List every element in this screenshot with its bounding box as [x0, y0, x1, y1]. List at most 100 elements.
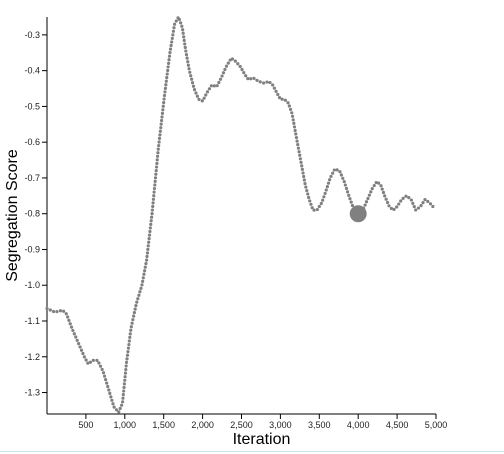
data-point [186, 63, 190, 67]
data-point [145, 254, 149, 259]
data-point [141, 276, 145, 280]
data-point [244, 74, 248, 78]
data-point [120, 403, 124, 407]
data-point [366, 196, 370, 201]
data-point [185, 56, 189, 60]
data-point [160, 115, 164, 119]
data-point [102, 374, 107, 378]
data-point [224, 64, 229, 68]
data-point [131, 318, 135, 322]
data-point [236, 62, 240, 66]
data-point [431, 204, 435, 209]
data-point [294, 135, 299, 140]
data-point [170, 40, 174, 44]
data-point [207, 87, 212, 91]
data-point [84, 358, 88, 362]
data-point [325, 184, 329, 189]
data-point [186, 60, 190, 64]
x-tick-label: 2,500 [230, 420, 253, 430]
data-point [331, 171, 335, 175]
data-point [163, 90, 167, 94]
data-point [290, 111, 294, 115]
data-point [151, 197, 156, 201]
data-point [121, 400, 125, 404]
data-point [305, 188, 309, 193]
data-point [161, 104, 165, 108]
data-point [290, 114, 295, 118]
data-point [380, 187, 384, 191]
data-point [298, 157, 302, 161]
data-point [304, 185, 308, 189]
data-point [389, 206, 393, 211]
data-point [367, 193, 371, 197]
data-point [108, 391, 112, 395]
data-point [242, 71, 246, 75]
data-point [276, 92, 280, 97]
x-tick-label: 5,000 [425, 420, 448, 430]
data-point [293, 128, 297, 133]
data-point [297, 150, 301, 154]
data-point [156, 151, 160, 155]
data-point [308, 199, 312, 203]
data-point [146, 244, 150, 248]
data-point [51, 309, 56, 314]
data-point [148, 226, 152, 230]
data-point [160, 118, 164, 123]
data-point [302, 174, 306, 179]
data-point [128, 335, 132, 339]
data-point [154, 169, 158, 173]
data-point [139, 286, 143, 290]
data-point [163, 86, 168, 90]
data-point [75, 338, 79, 342]
data-point [86, 361, 90, 365]
data-point [161, 108, 165, 112]
data-point [412, 205, 416, 209]
data-point [258, 80, 262, 84]
data-point [306, 192, 310, 196]
data-point [190, 77, 194, 81]
data-point [105, 381, 109, 385]
data-point [181, 31, 185, 35]
data-point [369, 190, 373, 194]
data-point [223, 67, 227, 72]
data-point [350, 203, 355, 208]
data-point [158, 133, 162, 137]
data-point [67, 318, 71, 322]
data-point [114, 408, 119, 412]
data-point [82, 355, 86, 359]
data-point [291, 118, 295, 122]
data-point [168, 47, 173, 51]
data-point [272, 86, 276, 90]
data-point [295, 139, 299, 143]
data-point [374, 180, 378, 185]
data-point [292, 125, 297, 129]
data-point [147, 240, 151, 244]
data-point [118, 406, 122, 411]
data-point [126, 350, 130, 354]
data-point [292, 121, 296, 125]
data-point [153, 179, 157, 183]
data-point [326, 181, 331, 185]
data-point [166, 68, 170, 73]
data-point [220, 74, 224, 78]
data-point [315, 207, 319, 212]
data-point [299, 160, 303, 164]
data-point [401, 196, 405, 200]
data-point [151, 201, 155, 205]
data-point [132, 311, 136, 315]
data-point [150, 215, 154, 219]
data-point [379, 184, 383, 188]
data-point [286, 101, 290, 105]
data-point [127, 339, 131, 343]
data-point [343, 183, 347, 187]
data-point [150, 212, 154, 216]
data-point [268, 80, 272, 85]
data-point [159, 122, 163, 126]
data-point [179, 21, 183, 25]
data-point [411, 201, 415, 205]
y-tick-label: -1.1 [24, 316, 40, 326]
data-point [182, 38, 186, 42]
data-point [277, 96, 282, 100]
data-point [309, 202, 313, 206]
data-point [145, 258, 149, 262]
